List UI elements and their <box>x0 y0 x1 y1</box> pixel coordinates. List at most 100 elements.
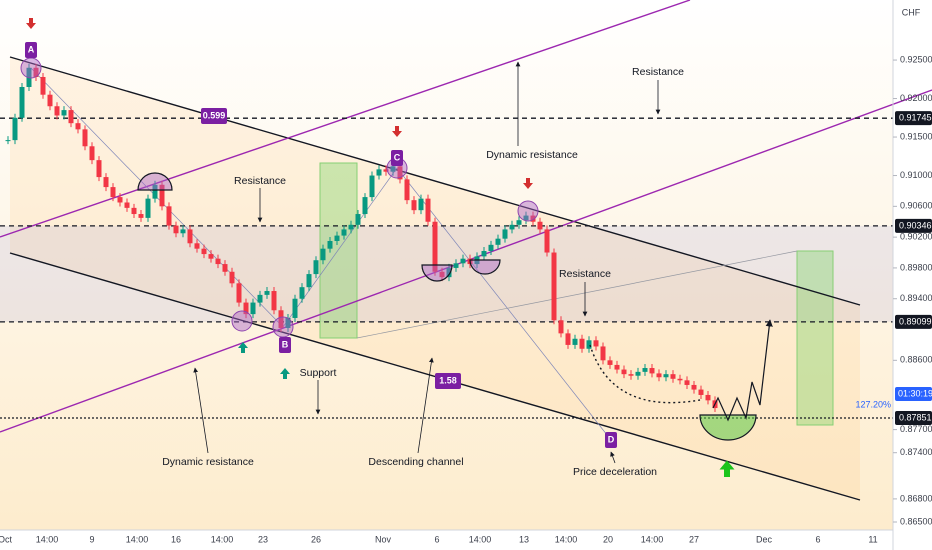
annotation-pointer <box>610 451 616 464</box>
x-tick-label: 11 <box>868 534 877 544</box>
candle <box>278 310 284 328</box>
candle <box>551 252 557 321</box>
x-tick-label: 26 <box>311 534 321 544</box>
level-box <box>895 218 932 233</box>
candle <box>313 260 319 275</box>
candle <box>558 320 564 334</box>
candle <box>229 271 235 284</box>
badge <box>391 150 403 166</box>
y-tick-label: 0.90600 <box>900 201 932 211</box>
candle <box>677 378 683 381</box>
y-tick-label: 0.86500 <box>900 516 932 526</box>
candle <box>516 220 522 225</box>
badge <box>201 108 227 124</box>
candle <box>292 298 298 318</box>
candle <box>96 160 102 178</box>
pivot-marker <box>20 57 42 79</box>
candle <box>509 224 515 230</box>
candle <box>271 291 277 311</box>
candle <box>488 244 494 251</box>
candle <box>159 184 165 207</box>
candle <box>236 283 242 303</box>
x-tick-label: Nov <box>375 534 392 544</box>
target-box <box>319 162 358 339</box>
candle <box>600 346 606 361</box>
candle <box>691 384 697 390</box>
annotation: Resistance <box>632 66 684 78</box>
candle <box>439 271 445 278</box>
x-tick-label: 6 <box>434 534 439 544</box>
candle <box>68 110 74 124</box>
candle <box>684 380 690 385</box>
candle <box>355 214 361 225</box>
candle <box>194 243 200 249</box>
candle <box>54 106 60 116</box>
currency: CHF <box>902 7 921 17</box>
badge <box>25 42 37 58</box>
candle <box>306 274 312 288</box>
countdown: 01:30:19 <box>898 388 932 398</box>
candle <box>369 175 375 198</box>
x-tick-label: 23 <box>258 534 268 544</box>
y-tick-label: 0.89800 <box>900 262 932 272</box>
badge-label: B <box>282 339 289 349</box>
candle <box>502 229 508 239</box>
candle <box>628 374 634 376</box>
x-tick-label: 16 <box>171 534 181 544</box>
candle <box>614 364 620 370</box>
badge-label: C <box>394 152 401 162</box>
candle <box>173 225 179 234</box>
level-box <box>895 410 932 425</box>
deceleration-curve <box>589 344 701 404</box>
channel-line <box>9 56 861 306</box>
candle <box>103 177 109 188</box>
candle <box>642 368 648 372</box>
channel-fill <box>10 57 860 500</box>
annotation-pointer <box>417 357 434 454</box>
annotation: Resistance <box>559 268 611 280</box>
candle <box>40 76 46 95</box>
candle <box>432 221 438 272</box>
x-tick-label: 14:00 <box>469 534 492 544</box>
annotation: Support <box>300 367 337 379</box>
signal-arrow <box>238 342 248 353</box>
x-tick-label: 14:00 <box>126 534 149 544</box>
candle <box>5 140 11 142</box>
candle <box>593 340 599 347</box>
signal-arrow <box>280 368 290 379</box>
candle <box>152 184 158 199</box>
x-tick-label: 14:00 <box>211 534 234 544</box>
annotation: Descending channel <box>368 456 463 468</box>
candle <box>390 166 396 172</box>
candle <box>82 129 88 147</box>
badge-label: 0.599 <box>203 110 226 120</box>
candle <box>117 197 123 203</box>
level-label: 0.89099 <box>899 316 932 326</box>
candle <box>208 254 214 259</box>
x-tick-label: 9 <box>89 534 94 544</box>
candle <box>663 374 669 378</box>
candle <box>481 250 487 257</box>
candle <box>264 291 270 295</box>
projection <box>712 319 773 422</box>
candle <box>33 67 39 77</box>
candle <box>453 263 459 268</box>
candle <box>320 248 326 261</box>
candle <box>19 86 25 118</box>
candle <box>145 198 151 218</box>
y-tick-label: 0.92500 <box>900 54 932 64</box>
candle <box>334 235 340 241</box>
swing-line <box>396 167 612 441</box>
pivot-marker <box>231 310 253 332</box>
fib-label: 127.20% <box>855 399 891 409</box>
y-tick-label: 0.92000 <box>900 93 932 103</box>
candle <box>530 215 536 222</box>
candle <box>635 371 641 376</box>
x-tick-label: 14:00 <box>555 534 578 544</box>
level-label: 0.90346 <box>899 220 932 230</box>
y-tick-label: 0.87700 <box>900 424 932 434</box>
candle <box>61 110 67 116</box>
candle <box>565 333 571 345</box>
x-tick-label: 14:00 <box>36 534 59 544</box>
